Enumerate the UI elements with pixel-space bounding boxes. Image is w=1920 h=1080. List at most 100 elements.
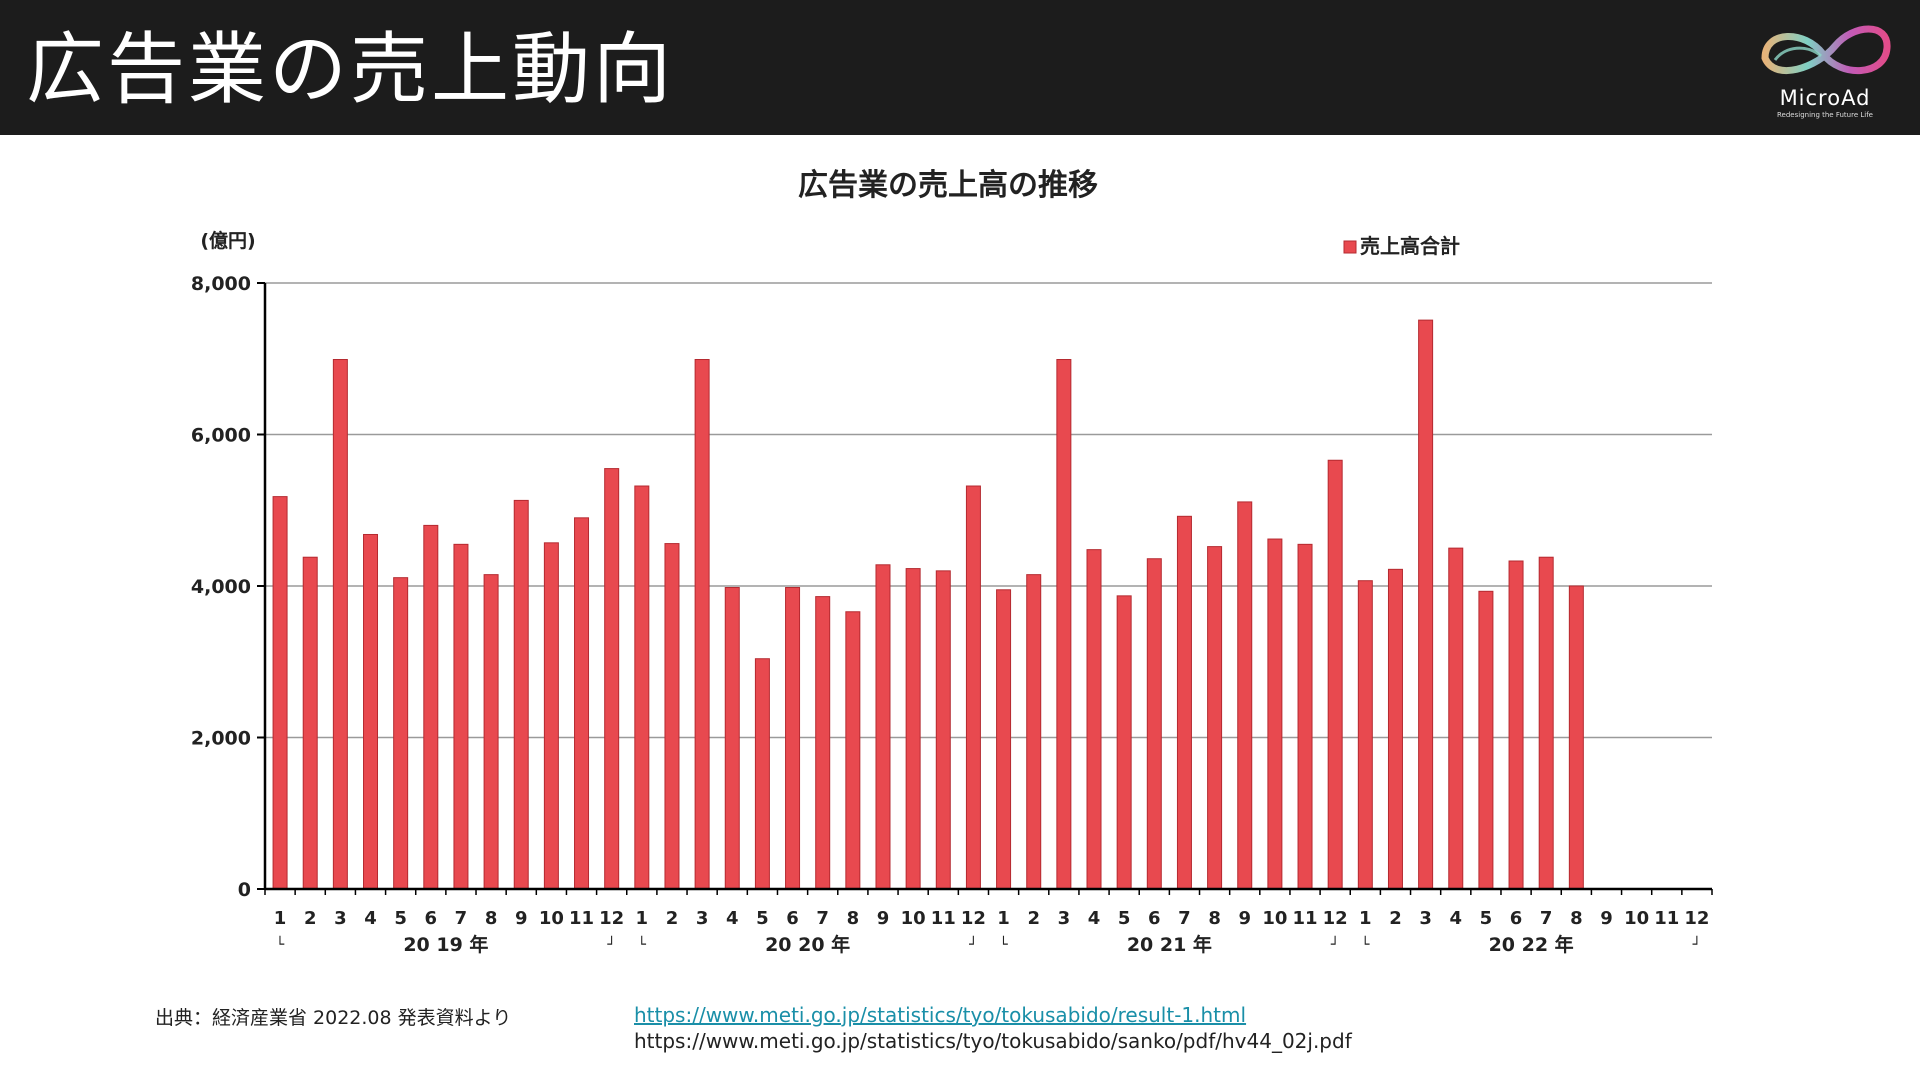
x-tick-label: 7 xyxy=(816,908,829,929)
x-tick-label: 12 xyxy=(1323,908,1348,929)
legend-label: 売上高合計 xyxy=(1360,234,1460,258)
x-tick-label: 11 xyxy=(569,908,594,929)
x-tick-label: 4 xyxy=(726,908,739,929)
x-tick-label: 3 xyxy=(334,908,347,929)
x-tick-label: 4 xyxy=(364,908,377,929)
x-tick-label: 6 xyxy=(425,908,438,929)
x-tick-label: 9 xyxy=(1600,908,1613,929)
bar xyxy=(393,577,409,890)
bar xyxy=(1387,568,1403,890)
year-bracket-start: └ xyxy=(1361,936,1370,953)
y-tick-label: 8,000 xyxy=(191,273,251,295)
x-tick-label: 10 xyxy=(1262,908,1287,929)
x-tick-label: 12 xyxy=(961,908,986,929)
bar xyxy=(1176,515,1192,890)
x-tick-label: 3 xyxy=(1419,908,1432,929)
year-label: 20 22 年 xyxy=(1489,933,1574,956)
x-tick-label: 4 xyxy=(1449,908,1462,929)
bar xyxy=(965,485,981,890)
year-label: 20 19 年 xyxy=(403,933,488,956)
x-tick-label: 6 xyxy=(1510,908,1523,929)
bar xyxy=(634,485,650,890)
year-bracket-end: ┘ xyxy=(1331,936,1339,953)
bar xyxy=(1237,501,1253,890)
x-tick-label: 8 xyxy=(1208,908,1221,929)
x-tick-label: 1 xyxy=(1359,908,1372,929)
x-tick-label: 10 xyxy=(1624,908,1649,929)
bar xyxy=(664,543,680,890)
bar xyxy=(1086,549,1102,890)
header-bar: 広告業の売上動向 MicroAd Redesigning the Future … xyxy=(0,0,1920,135)
bar xyxy=(423,524,439,890)
bar xyxy=(483,574,499,890)
bar xyxy=(272,496,288,890)
bar xyxy=(1146,558,1162,890)
bar xyxy=(453,543,469,890)
sales-bar-chart: 広告業の売上高の推移 (億円) 売上高合計 0 2,000 4,000 6,000 8,… xyxy=(191,168,1713,956)
bar xyxy=(1508,560,1524,890)
bar xyxy=(815,596,831,890)
x-tick-label: 5 xyxy=(756,908,769,929)
bar xyxy=(1056,359,1072,890)
y-tick-label: 0 xyxy=(238,879,251,901)
bar xyxy=(754,658,770,890)
year-label: 20 20 年 xyxy=(765,933,850,956)
bar xyxy=(574,517,590,890)
bar xyxy=(1026,574,1042,890)
x-tick-label: 1 xyxy=(636,908,649,929)
bar xyxy=(1448,547,1464,890)
x-tick-label: 8 xyxy=(485,908,498,929)
y-tick-label: 4,000 xyxy=(191,576,251,598)
bar xyxy=(1478,590,1494,890)
x-tick-label: 11 xyxy=(1293,908,1318,929)
bar xyxy=(302,556,318,890)
x-tick-label: 10 xyxy=(539,908,564,929)
x-tick-label: 9 xyxy=(515,908,528,929)
x-tick-label: 9 xyxy=(877,908,890,929)
bar xyxy=(1568,585,1584,890)
microad-logo: MicroAd Redesigning the Future Life xyxy=(1745,10,1905,125)
x-tick-label: 2 xyxy=(1389,908,1402,929)
bar xyxy=(996,589,1012,890)
x-tick-label: 7 xyxy=(1178,908,1191,929)
x-tick-label: 11 xyxy=(931,908,956,929)
source-note: 出典：経済産業省 2022.08 発表資料より xyxy=(155,1007,512,1029)
infinity-logo-icon xyxy=(1761,25,1891,75)
bar xyxy=(1297,543,1313,890)
x-tick-label: 4 xyxy=(1088,908,1101,929)
x-tick-label: 5 xyxy=(1118,908,1131,929)
x-tick-label: 12 xyxy=(599,908,624,929)
x-tick-label: 11 xyxy=(1654,908,1679,929)
year-bracket-end: ┘ xyxy=(1693,936,1701,953)
x-tick-label: 7 xyxy=(1540,908,1553,929)
year-bracket-start: └ xyxy=(999,936,1008,953)
x-tick-label: 5 xyxy=(1480,908,1493,929)
bar xyxy=(935,570,951,890)
y-tick-label: 2,000 xyxy=(191,728,251,750)
x-tick-label: 6 xyxy=(1148,908,1161,929)
x-tick-label: 5 xyxy=(394,908,407,929)
bar xyxy=(363,533,379,890)
bar xyxy=(332,359,348,890)
year-bracket-start: └ xyxy=(276,936,285,953)
bar xyxy=(1207,546,1223,890)
bar xyxy=(1116,595,1132,890)
bar xyxy=(875,564,891,890)
bar xyxy=(543,542,559,890)
bar xyxy=(1357,580,1373,890)
logo-tagline: Redesigning the Future Life xyxy=(1777,111,1873,119)
x-tick-label: 3 xyxy=(1058,908,1071,929)
source-link-result[interactable]: https://www.meti.go.jp/statistics/tyo/to… xyxy=(634,1003,1247,1027)
bar xyxy=(845,611,861,890)
year-bracket-start: └ xyxy=(638,936,647,953)
logo-text: MicroAd xyxy=(1779,86,1871,110)
page-title: 広告業の売上動向 xyxy=(26,25,675,115)
bar xyxy=(724,587,740,890)
x-tick-label: 6 xyxy=(786,908,799,929)
source-link-pdf[interactable]: https://www.meti.go.jp/statistics/tyo/to… xyxy=(634,1029,1352,1053)
x-tick-label: 9 xyxy=(1238,908,1251,929)
bar xyxy=(1267,538,1283,890)
year-label: 20 21 年 xyxy=(1127,933,1212,956)
x-tick-label: 7 xyxy=(455,908,468,929)
x-tick-label: 2 xyxy=(666,908,679,929)
